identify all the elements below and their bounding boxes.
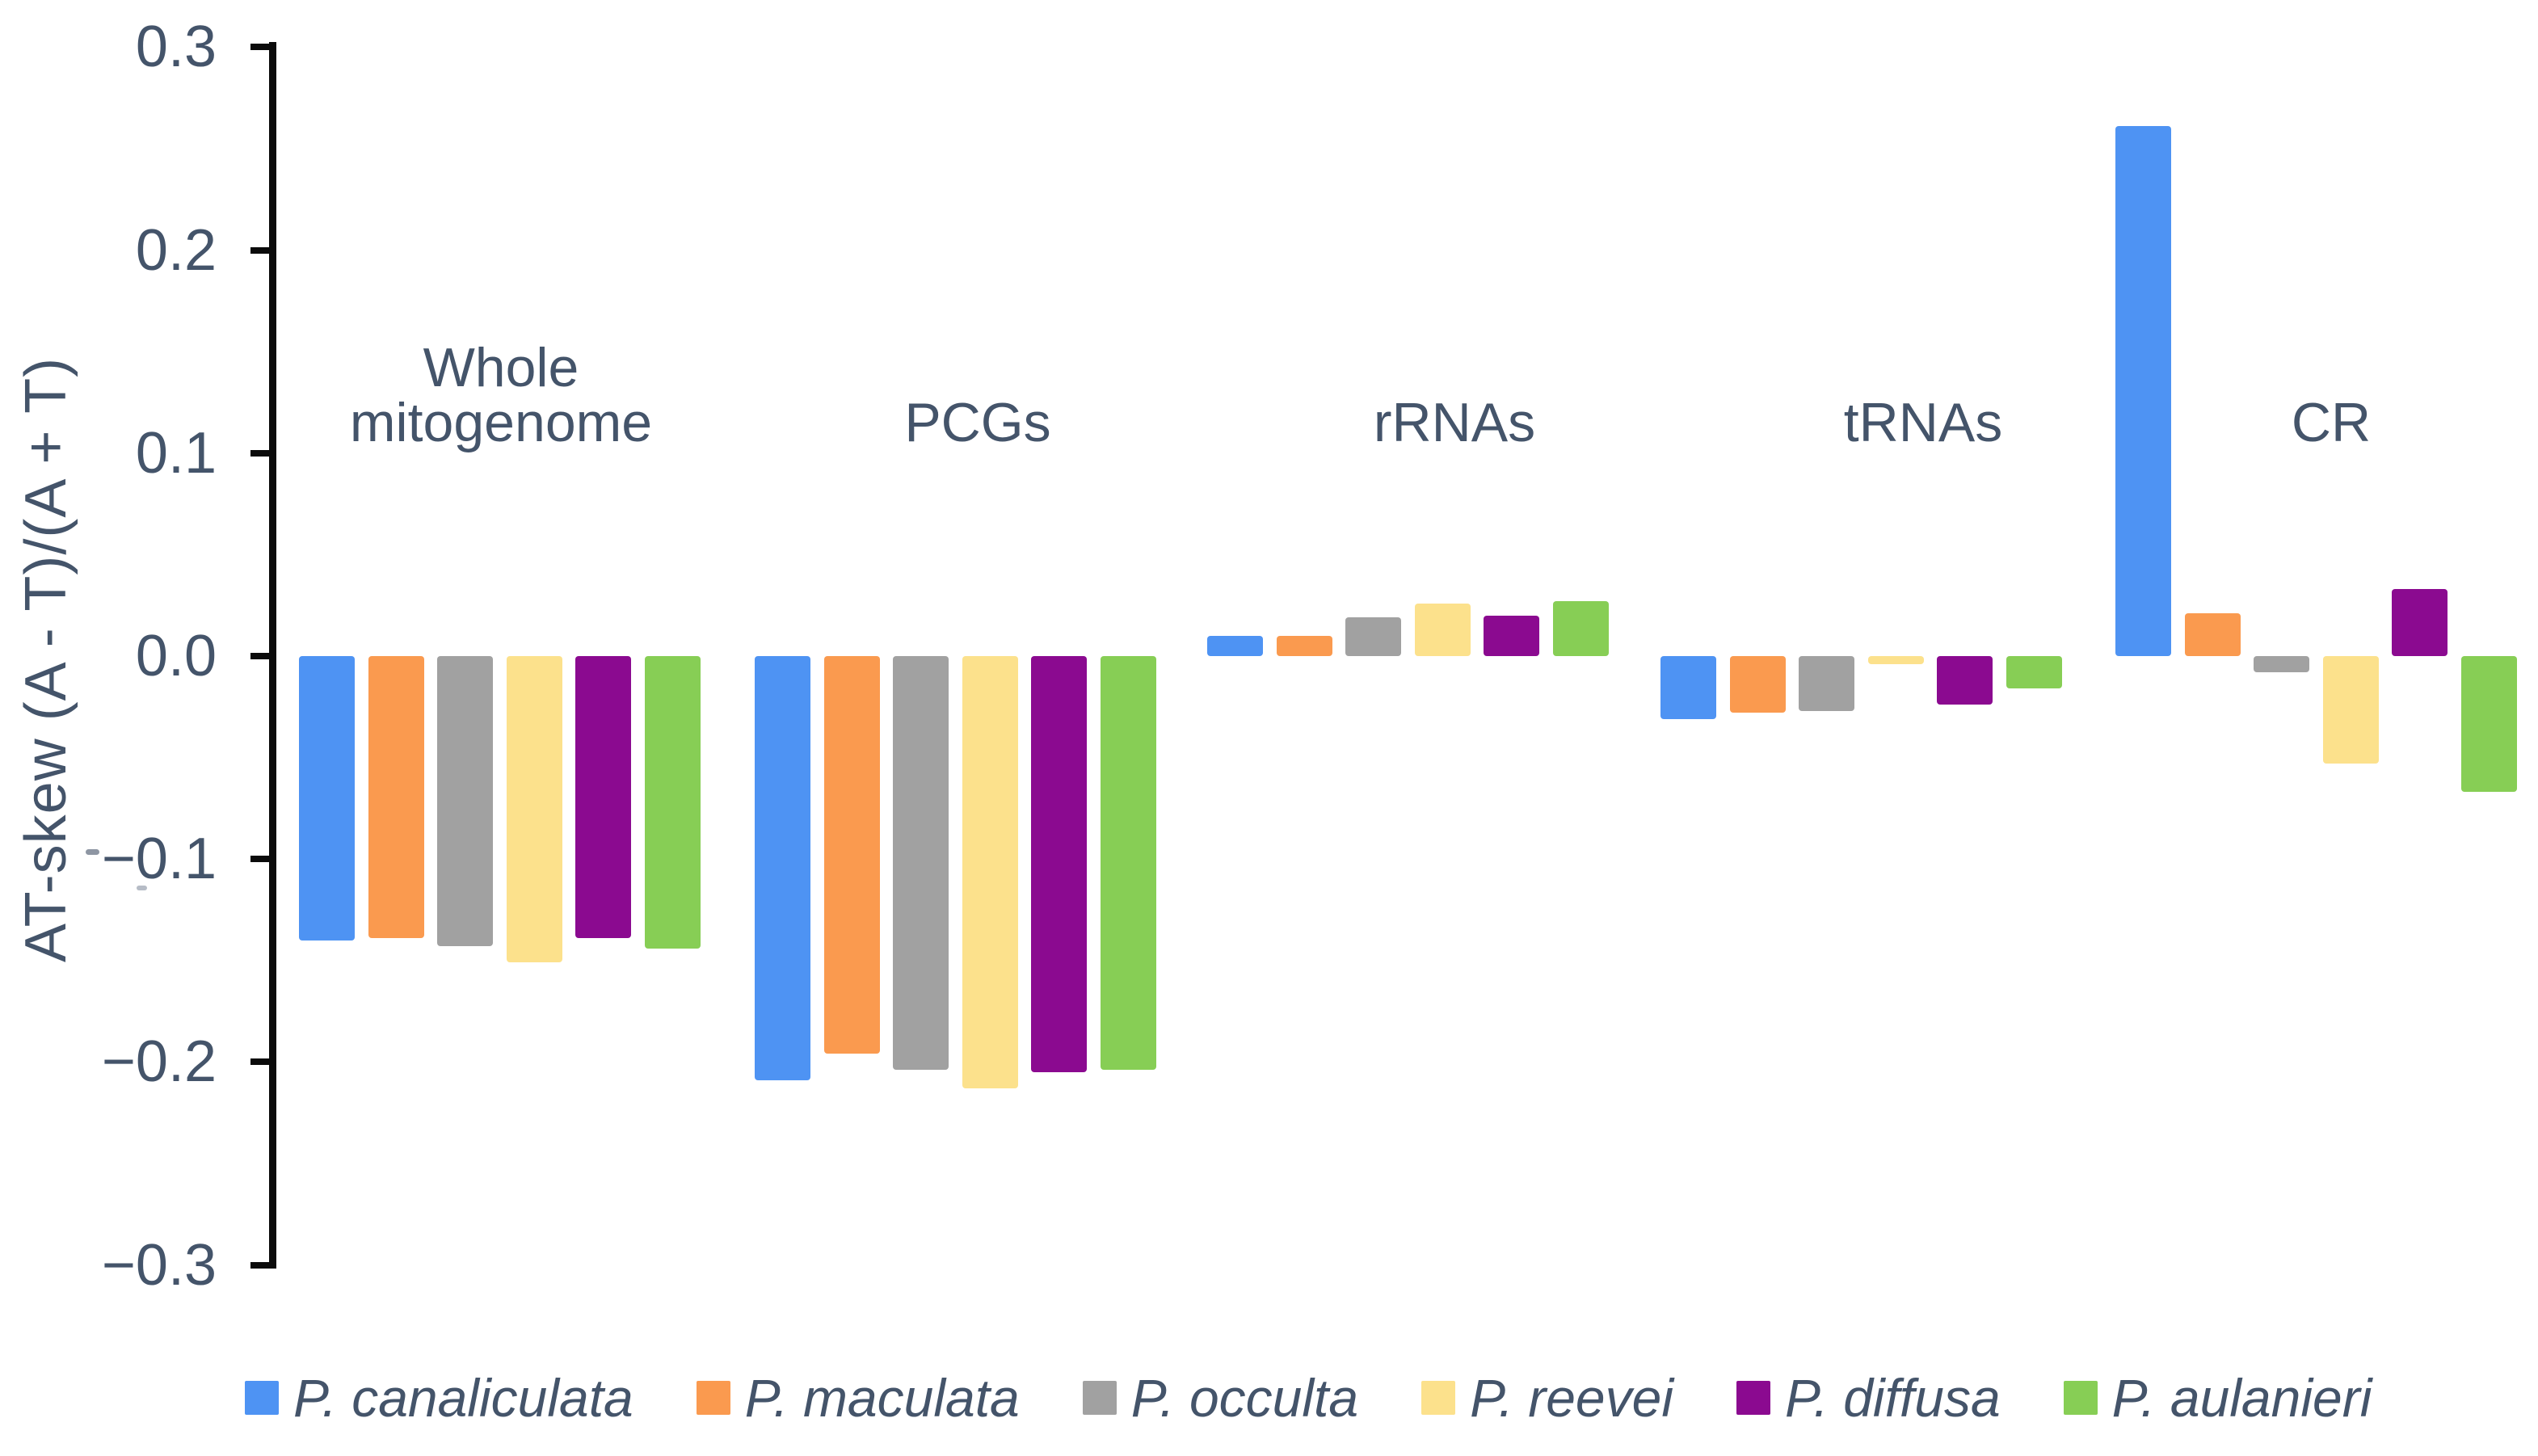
y-tick-0.2: [250, 246, 270, 254]
bar-p-occulta-trnas: [1799, 656, 1854, 711]
category-label-whole-mitogenome: Whole mitogenome: [349, 337, 653, 453]
legend-swatch-p-aulanieri: [2063, 1381, 2098, 1415]
bar-p-canaliculata-cr: [2115, 126, 2171, 656]
y-tick-−0.2: [250, 1058, 270, 1066]
category-label-rrnas: rRNAs: [1373, 392, 1536, 453]
bar-p-occulta-pcgs: [893, 656, 949, 1070]
legend-swatch-p-diffusa: [1736, 1381, 1771, 1415]
bar-p-occulta-whole-mitogenome: [437, 656, 493, 946]
bar-p-canaliculata-whole-mitogenome: [299, 656, 355, 941]
legend-item-p-aulanieri: P. aulanieri: [2063, 1367, 2372, 1429]
bar-p-diffusa-pcgs: [1031, 656, 1087, 1072]
y-tick-label: 0.0: [135, 624, 217, 688]
bar-p-maculata-rrnas: [1277, 636, 1332, 656]
bar-p-canaliculata-trnas: [1660, 656, 1716, 719]
y-tick-0.1: [250, 449, 270, 457]
stray-dash-artifact: [137, 886, 147, 890]
bar-p-diffusa-whole-mitogenome: [575, 656, 631, 938]
bar-p-aulanieri-trnas: [2006, 656, 2062, 688]
bar-p-aulanieri-whole-mitogenome: [645, 656, 701, 949]
category-label-trnas: tRNAs: [1843, 392, 2003, 453]
legend-item-p-diffusa: P. diffusa: [1736, 1367, 2001, 1429]
legend-label: P. maculata: [744, 1368, 1020, 1428]
legend-swatch-p-maculata: [696, 1381, 730, 1415]
y-tick-−0.1: [250, 856, 270, 863]
bar-p-occulta-cr: [2254, 656, 2309, 672]
bar-p-diffusa-trnas: [1937, 656, 1993, 705]
y-tick-label: −0.1: [101, 827, 217, 892]
legend-item-p-reevei: P. reevei: [1421, 1367, 1673, 1429]
y-tick-label: 0.1: [135, 420, 217, 486]
legend-item-p-occulta: P. occulta: [1082, 1367, 1359, 1429]
bar-p-diffusa-cr: [2392, 589, 2448, 656]
category-label-cr: CR: [2291, 392, 2372, 453]
bar-p-reevei-trnas: [1868, 656, 1924, 664]
legend-label: P. canaliculata: [293, 1368, 633, 1428]
legend-label: P. aulanieri: [2111, 1368, 2372, 1428]
y-tick-0.0: [250, 653, 270, 659]
y-axis-line: [269, 42, 276, 1269]
legend-label: P. diffusa: [1785, 1368, 2001, 1428]
legend-label: P. reevei: [1470, 1368, 1674, 1428]
legend-swatch-p-canaliculata: [245, 1381, 279, 1415]
y-tick-label: −0.3: [101, 1232, 217, 1298]
bar-p-canaliculata-pcgs: [755, 656, 810, 1080]
bar-p-occulta-rrnas: [1345, 617, 1401, 656]
bar-p-diffusa-rrnas: [1484, 616, 1539, 656]
bar-p-reevei-cr: [2323, 656, 2379, 764]
bar-p-aulanieri-rrnas: [1553, 601, 1609, 656]
y-tick-0.3: [250, 44, 270, 51]
bar-p-reevei-whole-mitogenome: [507, 656, 562, 962]
bar-p-aulanieri-pcgs: [1101, 656, 1156, 1070]
bar-p-maculata-trnas: [1730, 656, 1786, 713]
y-tick-label: 0.3: [135, 15, 217, 80]
bar-p-maculata-cr: [2185, 613, 2241, 656]
bar-p-maculata-whole-mitogenome: [368, 656, 424, 938]
bar-p-canaliculata-rrnas: [1207, 636, 1263, 656]
legend-swatch-p-occulta: [1082, 1381, 1117, 1415]
bar-p-reevei-rrnas: [1415, 604, 1471, 656]
legend-item-p-canaliculata: P. canaliculata: [245, 1367, 633, 1429]
legend-swatch-p-reevei: [1421, 1381, 1456, 1415]
bar-p-reevei-pcgs: [962, 656, 1018, 1088]
legend: P. canaliculata P. maculata P. occulta P. r…: [245, 1367, 2372, 1429]
stray-dash-artifact: [86, 849, 99, 855]
y-tick-−0.3: [250, 1261, 270, 1269]
legend-label: P. occulta: [1130, 1368, 1359, 1428]
y-tick-label: 0.2: [135, 217, 217, 283]
bar-p-maculata-pcgs: [824, 656, 880, 1054]
y-tick-label: −0.2: [101, 1029, 217, 1095]
legend-item-p-maculata: P. maculata: [696, 1367, 1020, 1429]
bar-p-aulanieri-cr: [2461, 656, 2517, 792]
category-label-pcgs: PCGs: [904, 392, 1051, 453]
